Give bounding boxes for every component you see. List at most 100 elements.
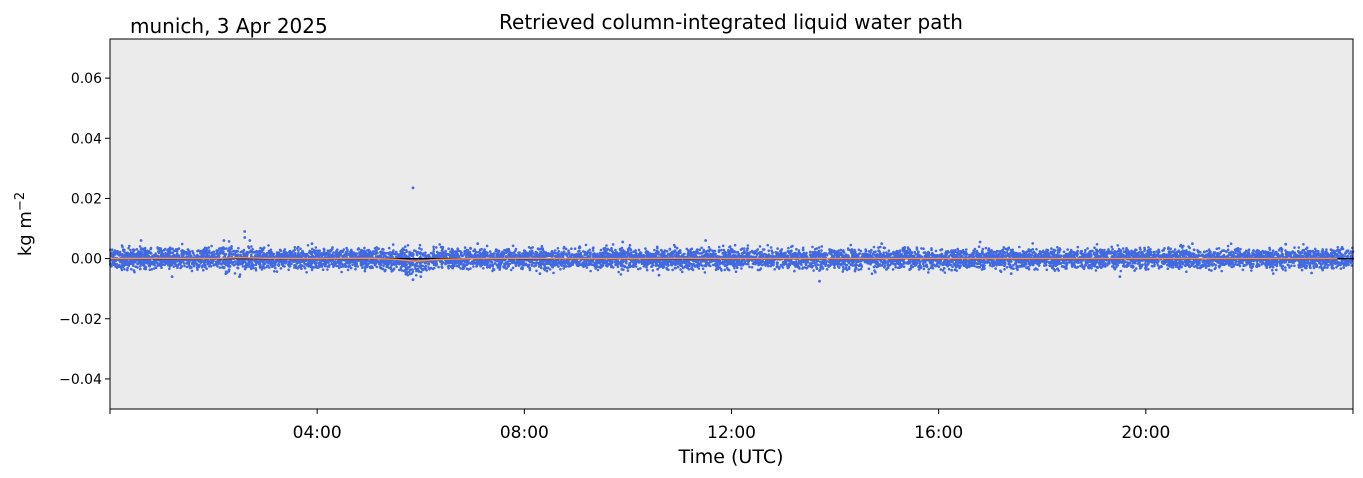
scatter-point [903, 250, 907, 254]
scatter-point [318, 249, 322, 252]
scatter-point [267, 244, 270, 247]
scatter-point [1178, 265, 1182, 268]
scatter-point [1018, 245, 1021, 249]
scatter-point [589, 269, 592, 273]
scatter-point [411, 268, 414, 271]
scatter-point [758, 251, 762, 254]
scatter-point [1185, 249, 1188, 252]
scatter-point [421, 252, 425, 255]
scatter-point [1205, 249, 1209, 253]
scatter-point [251, 266, 255, 270]
scatter-point [756, 259, 760, 262]
scatter-point [1284, 266, 1287, 269]
scatter-point [294, 264, 297, 267]
scatter-point [773, 268, 776, 271]
scatter-point [254, 263, 258, 267]
scatter-point [1056, 246, 1059, 249]
scatter-point [767, 249, 771, 253]
scatter-point [874, 270, 877, 274]
scatter-point [878, 263, 882, 266]
scatter-point [632, 250, 635, 253]
scatter-point [378, 265, 382, 269]
scatter-point [616, 265, 620, 269]
scatter-point [138, 245, 142, 248]
scatter-point [628, 243, 632, 247]
scatter-point [1111, 247, 1114, 251]
scatter-point [1344, 254, 1347, 258]
scatter-point [377, 247, 381, 250]
scatter-point [707, 246, 711, 249]
scatter-point [273, 270, 276, 273]
scatter-point [819, 268, 822, 271]
scatter-point [980, 250, 984, 253]
scatter-point [216, 264, 219, 268]
scatter-point [776, 247, 779, 250]
scatter-point [1346, 254, 1350, 258]
scatter-point [821, 267, 825, 270]
scatter-point [1080, 261, 1083, 264]
scatter-point [917, 268, 921, 271]
scatter-point [781, 266, 785, 269]
scatter-point [811, 245, 814, 249]
scatter-point [1003, 251, 1007, 254]
scatter-point [557, 265, 560, 268]
scatter-point [218, 247, 221, 250]
scatter-point [920, 247, 923, 250]
scatter-point [414, 274, 418, 277]
scatter-point [917, 250, 920, 253]
scatter-point [237, 246, 240, 250]
scatter-point [861, 254, 864, 257]
scatter-point [880, 264, 884, 267]
scatter-point [681, 270, 684, 274]
scatter-point [1300, 268, 1304, 272]
scatter-point [623, 265, 627, 268]
scatter-point [199, 251, 202, 255]
scatter-point [332, 264, 335, 267]
scatter-point [303, 266, 307, 270]
scatter-point [1094, 248, 1098, 252]
scatter-point [651, 252, 654, 256]
scatter-point [548, 268, 552, 271]
scatter-point [721, 244, 725, 248]
scatter-point [914, 253, 917, 256]
scatter-point [1110, 245, 1113, 249]
scatter-point [488, 250, 492, 253]
scatter-point [1309, 258, 1312, 262]
scatter-point [229, 252, 233, 256]
scatter-point [1241, 268, 1245, 272]
scatter-point [1238, 250, 1241, 254]
scatter-point [857, 268, 860, 272]
scatter-point [552, 251, 556, 255]
scatter-point [748, 265, 751, 269]
scatter-point [509, 268, 513, 272]
scatter-point [1287, 264, 1290, 267]
scatter-point [921, 262, 925, 266]
scatter-point [820, 245, 824, 248]
scatter-point [408, 250, 411, 254]
scatter-point [490, 260, 493, 264]
scatter-point [679, 268, 682, 271]
scatter-point [984, 260, 987, 264]
scatter-point [1122, 250, 1126, 253]
scatter-point [154, 261, 158, 264]
scatter-point [994, 267, 997, 270]
scatter-point [786, 254, 790, 258]
scatter-point [136, 266, 139, 269]
scatter-point [1183, 250, 1186, 254]
scatter-point [447, 264, 451, 268]
scatter-point [605, 244, 608, 247]
scatter-point [903, 246, 906, 250]
scatter-point [293, 246, 297, 249]
scatter-point [1005, 266, 1009, 269]
scatter-point [698, 248, 702, 252]
scatter-point [1050, 247, 1053, 250]
scatter-point [734, 254, 737, 257]
scatter-point [556, 255, 560, 258]
scatter-point [572, 254, 576, 258]
scatter-point [653, 248, 656, 252]
scatter-point [676, 265, 680, 269]
scatter-point [321, 268, 325, 272]
scatter-point [562, 250, 566, 253]
scatter-point [303, 262, 306, 265]
scatter-point [1117, 247, 1121, 251]
